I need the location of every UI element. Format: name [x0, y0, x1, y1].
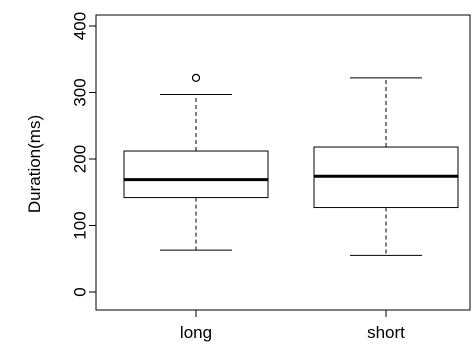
boxes-group — [123, 73, 459, 256]
y-axis-label: Duration(ms) — [25, 115, 44, 213]
y-tick-label: 200 — [71, 145, 90, 173]
plot-frame — [95, 14, 471, 311]
box-long — [123, 73, 269, 251]
box-short — [313, 77, 459, 256]
outlier-point — [191, 73, 201, 82]
iqr-box — [123, 150, 269, 199]
x-tick-label: short — [367, 323, 405, 342]
y-axis: 0 100 200 300 400 — [71, 12, 96, 297]
y-tick-label: 400 — [71, 12, 90, 40]
x-tick-label: long — [180, 323, 212, 342]
x-axis: long short — [180, 310, 405, 342]
y-tick-label: 300 — [71, 78, 90, 106]
y-tick-label: 0 — [71, 287, 90, 296]
y-tick-label: 100 — [71, 211, 90, 239]
